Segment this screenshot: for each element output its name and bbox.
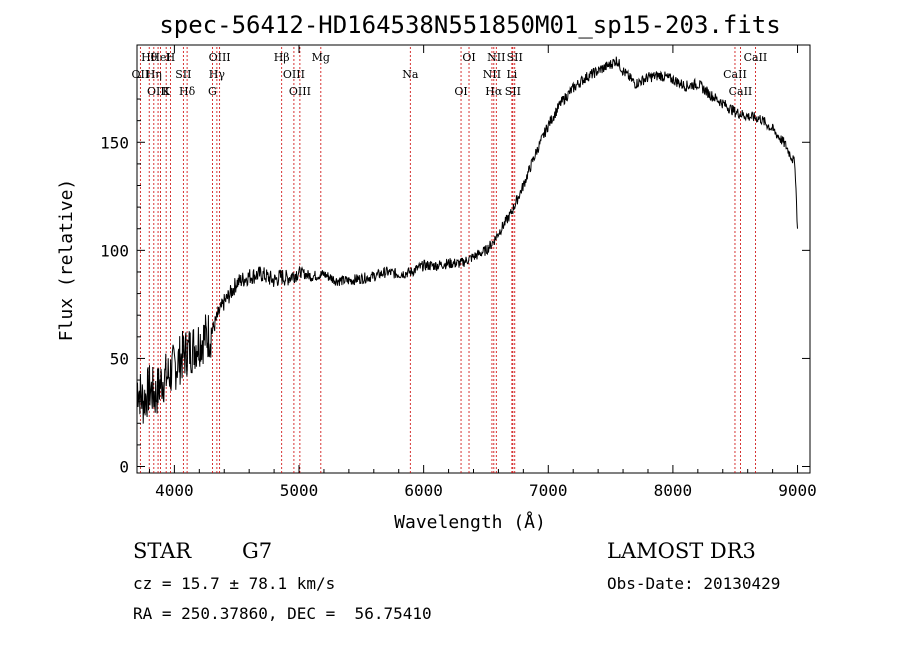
y-tick-label: 50	[110, 349, 129, 368]
x-tick-label: 4000	[155, 481, 194, 500]
redshift-text: cz = 15.7 ± 78.1 km/s	[133, 574, 336, 593]
spectral-line-label: OI	[454, 85, 467, 98]
spectral-line-label: H	[166, 51, 176, 64]
spectral-line-markers	[139, 47, 756, 473]
x-axis-label: Wavelength (Å)	[394, 511, 546, 533]
spectral-line-label: G	[208, 85, 217, 98]
spectral-line-label: Hη	[146, 68, 162, 81]
x-tick-label: 7000	[529, 481, 568, 500]
spectral-line-label: Hγ	[209, 68, 226, 81]
subclass-label: G7	[242, 539, 273, 563]
y-tick-label: 150	[100, 133, 129, 152]
coordinates-text: RA = 250.37860, DEC = 56.75410	[133, 604, 432, 623]
spectral-line-label: CaII	[729, 85, 753, 98]
spectral-line-label: NII	[483, 68, 501, 81]
spectral-line-label: SII	[507, 51, 523, 64]
y-tick-label: 100	[100, 241, 129, 260]
spectral-line-label: Hα	[485, 85, 503, 98]
spectral-line-label: SII	[505, 85, 521, 98]
x-axis-ticks: 4000 5000 6000 7000 8000 9000	[148, 45, 817, 500]
x-tick-label: 5000	[280, 481, 319, 500]
spectral-line-label: OIII	[283, 68, 305, 81]
spectral-line-label: Hθ	[141, 51, 158, 64]
spectral-line-label: OI	[462, 51, 475, 64]
spectral-line-label: K	[162, 85, 171, 98]
spectral-line-label: CaII	[744, 51, 768, 64]
chart-title: spec-56412-HD164538N551850M01_sp15-203.f…	[159, 11, 780, 39]
survey-label: LAMOST DR3	[607, 539, 756, 563]
spectral-line-label: Mg	[312, 51, 330, 64]
y-axis-ticks: 0 50 100 150	[100, 76, 810, 477]
x-tick-label: 9000	[778, 481, 817, 500]
spectral-line-label: Na	[402, 68, 419, 81]
spectral-line-labels: Hθ OII OIII HeI HηK H SII Hδ OIII Hγ G Hβ OIII OIII Mg…	[132, 51, 768, 98]
spectral-line-label: Hδ	[179, 85, 196, 98]
spectral-line-label: Li	[506, 68, 517, 81]
spectral-line-label: OII	[132, 68, 150, 81]
y-axis-label: Flux (relative)	[56, 179, 77, 342]
spectral-line-label: SII	[175, 68, 191, 81]
flux-series-line	[136, 56, 798, 424]
spectral-line-label: Hβ	[274, 51, 290, 64]
spectral-line-label: OIII	[209, 51, 231, 64]
x-tick-label: 8000	[654, 481, 693, 500]
y-tick-label: 0	[119, 458, 129, 477]
spectral-line-label: NII	[487, 51, 505, 64]
class-label: STAR	[133, 539, 192, 563]
x-tick-label: 6000	[404, 481, 443, 500]
spectral-line-label: OIII	[147, 85, 169, 98]
spectral-line-label: CaII	[723, 68, 747, 81]
spectral-line-label: HeI	[150, 51, 170, 64]
spectral-line-label: OIII	[289, 85, 311, 98]
obs-date-text: Obs-Date: 20130429	[607, 574, 781, 593]
plot-frame	[136, 44, 811, 474]
